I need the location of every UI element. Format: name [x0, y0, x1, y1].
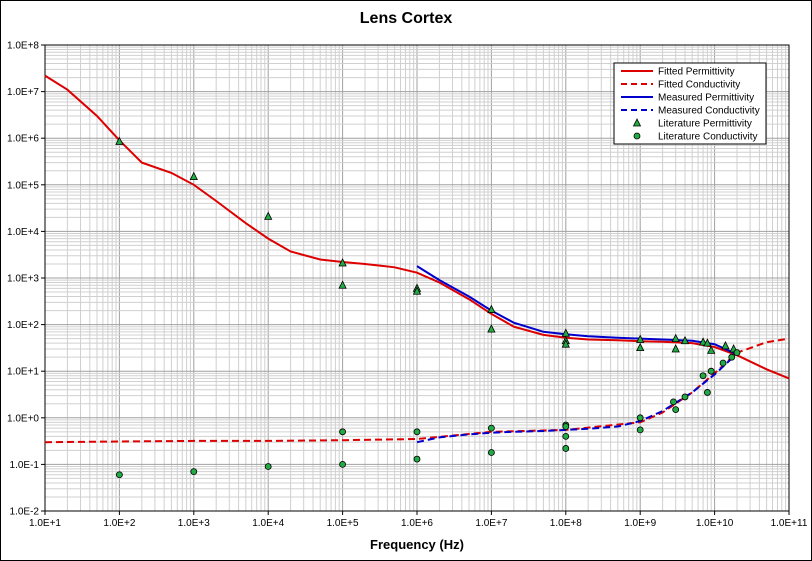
- legend-label-literature-conductivity: Literature Conductivity: [658, 132, 758, 143]
- literature-conductivity-point: [562, 423, 570, 430]
- x-tick-label: 1.0E+8: [550, 518, 582, 529]
- y-tick-label: 1.0E+8: [7, 41, 39, 52]
- literature-conductivity-point: [681, 393, 689, 401]
- y-tick-label: 1.0E+6: [7, 134, 39, 145]
- x-tick-label: 1.0E+10: [696, 518, 734, 529]
- y-tick-label: 1.0E+0: [7, 413, 39, 424]
- legend-swatch-literature-permittivity: [632, 118, 642, 127]
- literature-permittivity-point: [636, 334, 645, 343]
- legend-label-measured-conductivity: Measured Conductivity: [658, 106, 760, 117]
- x-tick-label: 1.0E+11: [771, 518, 808, 529]
- literature-permittivity-point: [412, 286, 422, 295]
- literature-permittivity-point: [721, 340, 730, 350]
- y-tick-label: 1.0E-2: [10, 507, 40, 518]
- literature-conductivity-point: [562, 432, 570, 440]
- literature-permittivity-point: [561, 339, 570, 348]
- literature-permittivity-point: [703, 338, 712, 347]
- legend-label-fitted-conductivity: Fitted Conductivity: [658, 80, 740, 91]
- series-literature-permittivity: [115, 136, 738, 354]
- literature-conductivity-point: [339, 460, 347, 468]
- literature-conductivity-point: [670, 398, 677, 406]
- literature-permittivity-point: [487, 304, 496, 313]
- literature-permittivity-point: [338, 280, 347, 289]
- literature-permittivity-point: [636, 342, 645, 352]
- literature-conductivity-point: [487, 424, 495, 432]
- literature-conductivity-point: [719, 359, 727, 367]
- x-tick-label: 1.0E+3: [178, 518, 210, 529]
- legend-swatch-literature-conductivity: [633, 132, 641, 140]
- literature-conductivity-point: [116, 471, 123, 479]
- literature-permittivity-point: [115, 136, 124, 145]
- literature-permittivity-point: [487, 324, 496, 333]
- y-tick-label: 1.0E+1: [7, 367, 39, 378]
- fitted-permittivity-line: [44, 74, 790, 380]
- y-tick-label: 1.0E+5: [7, 180, 39, 191]
- legend-label-measured-permittivity: Measured Permittivity: [658, 93, 754, 104]
- series-literature-conductivity: [116, 349, 741, 479]
- chart-title: Lens Cortex: [360, 10, 453, 27]
- literature-conductivity-point: [703, 389, 711, 396]
- x-axis-label: Frequency (Hz): [370, 537, 464, 552]
- literature-conductivity-point: [264, 463, 272, 470]
- x-tick-label: 1.0E+5: [327, 518, 359, 529]
- literature-conductivity-point: [733, 349, 741, 357]
- series: [44, 74, 790, 479]
- legend-label-literature-permittivity: Literature Permittivity: [658, 119, 752, 130]
- y-tick-label: 1.0E+2: [7, 320, 39, 331]
- literature-conductivity-point: [413, 428, 421, 436]
- y-tick-label: 1.0E+3: [7, 274, 39, 285]
- literature-conductivity-point: [339, 428, 347, 436]
- literature-conductivity-point: [190, 468, 198, 476]
- literature-permittivity-point: [189, 171, 198, 180]
- x-tick-label: 1.0E+2: [103, 518, 135, 529]
- x-tick-label: 1.0E+6: [401, 518, 433, 529]
- legend-label-fitted-permittivity: Fitted Permittivity: [658, 67, 735, 78]
- literature-conductivity-point: [728, 353, 736, 361]
- literature-permittivity-point: [264, 211, 273, 220]
- x-tick-label: 1.0E+1: [29, 518, 61, 529]
- tick-labels: 1.0E+1 1.0E+2 1.0E+3 1.0E+4 1.0E+5 1.0E+6 1.0E…: [7, 41, 808, 530]
- literature-permittivity-point: [671, 333, 680, 343]
- literature-conductivity-point: [487, 449, 495, 456]
- literature-permittivity-point: [671, 344, 680, 353]
- literature-conductivity-point: [699, 372, 707, 380]
- literature-conductivity-point: [562, 445, 570, 452]
- literature-conductivity-point: [707, 367, 715, 375]
- literature-conductivity-point: [672, 406, 680, 413]
- literature-conductivity-point: [636, 414, 644, 422]
- y-tick-label: 1.0E-1: [10, 460, 40, 471]
- series-fitted-permittivity: [44, 74, 790, 380]
- legend-box: [613, 62, 767, 145]
- literature-conductivity-point: [636, 426, 644, 434]
- y-tick-label: 1.0E+4: [7, 227, 39, 238]
- literature-permittivity-point: [680, 335, 690, 345]
- literature-permittivity-point: [707, 345, 716, 354]
- x-tick-label: 1.0E+9: [624, 518, 656, 529]
- literature-conductivity-point: [413, 455, 421, 463]
- legend: Fitted Permittivity Fitted Conductivity Me…: [613, 62, 767, 145]
- y-tick-label: 1.0E+7: [7, 87, 39, 98]
- x-tick-label: 1.0E+4: [252, 518, 284, 529]
- literature-permittivity-point: [338, 258, 347, 267]
- x-tick-label: 1.0E+7: [475, 518, 507, 529]
